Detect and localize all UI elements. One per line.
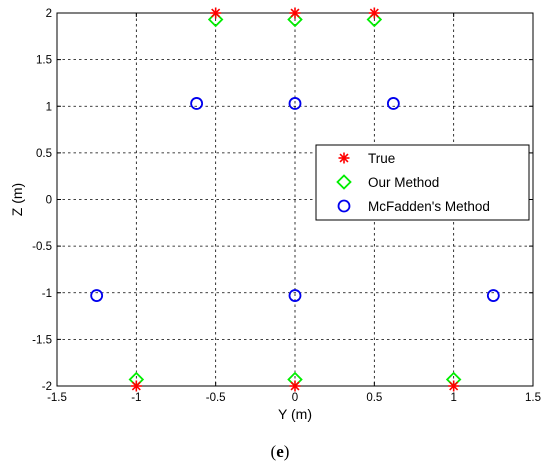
legend-label-mcfadden-method: McFadden's Method xyxy=(368,199,490,214)
y-tick-label: 2 xyxy=(46,8,52,20)
data-point-circle xyxy=(90,289,104,302)
data-point-star xyxy=(448,380,460,392)
data-point-star xyxy=(368,7,380,19)
legend-marker-star xyxy=(338,152,350,164)
data-point-circle xyxy=(386,97,400,110)
x-tick-label: -1.5 xyxy=(47,392,67,404)
y-axis-label: Z (m) xyxy=(9,183,25,216)
legend: True Our Method McFadden's Method xyxy=(315,144,530,221)
x-axis-label: Y (m) xyxy=(278,406,312,422)
legend-marker-diamond xyxy=(336,174,352,190)
y-tick-label: -1.5 xyxy=(32,334,52,346)
data-point-diamond xyxy=(287,11,303,28)
y-tick-label: 0 xyxy=(46,195,52,207)
x-tick-label: 1 xyxy=(450,392,456,404)
data-point-star xyxy=(289,7,301,19)
y-tick-label: -0.5 xyxy=(32,241,52,253)
legend-label-true: True xyxy=(368,151,395,166)
y-tick-label: 1 xyxy=(46,101,52,113)
caption-open-paren: ( xyxy=(271,442,277,461)
figure-caption: (e) xyxy=(271,442,290,461)
data-point-circle xyxy=(288,289,302,302)
y-tick-label: 1.5 xyxy=(36,55,52,67)
x-tick-label: -1 xyxy=(131,392,141,404)
y-tick-label: -2 xyxy=(42,381,52,393)
x-tick-label: 1.5 xyxy=(525,392,541,404)
legend-markers xyxy=(336,152,352,213)
data-point-circle xyxy=(190,97,204,110)
x-tick-label: 0 xyxy=(292,392,298,404)
data-point-diamond xyxy=(207,11,224,28)
data-point-diamond xyxy=(366,11,383,28)
data-point-circle xyxy=(288,97,302,110)
data-point-circle xyxy=(486,289,500,302)
legend-box xyxy=(315,144,530,221)
x-tick-label: -0.5 xyxy=(206,392,226,404)
data-point-star xyxy=(289,380,301,392)
data-point-star xyxy=(130,380,142,392)
caption-close-paren: ) xyxy=(284,442,290,461)
axis-ticks: -1.5 -1 -0.5 0 0.5 1 1.5-2-1.5-1-0.500.511.52 xyxy=(32,8,541,404)
legend-label-our-method: Our Method xyxy=(368,175,439,190)
y-tick-label: 0.5 xyxy=(36,148,52,160)
caption-letter: e xyxy=(276,442,284,461)
y-tick-label: -1 xyxy=(42,288,52,300)
x-tick-label: 0.5 xyxy=(366,392,382,404)
data-marks xyxy=(90,7,500,392)
data-point-star xyxy=(210,7,222,19)
legend-marker-circle xyxy=(337,199,351,213)
